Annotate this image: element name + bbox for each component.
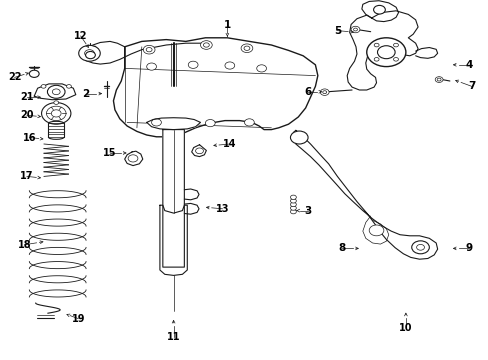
Circle shape bbox=[393, 58, 398, 61]
Circle shape bbox=[290, 202, 296, 207]
Text: 10: 10 bbox=[398, 323, 412, 333]
Circle shape bbox=[290, 131, 307, 144]
Circle shape bbox=[85, 51, 95, 59]
Circle shape bbox=[195, 148, 203, 154]
Circle shape bbox=[41, 85, 46, 88]
Circle shape bbox=[54, 101, 59, 104]
Circle shape bbox=[350, 26, 359, 33]
Text: 22: 22 bbox=[8, 72, 21, 82]
Text: 1: 1 bbox=[224, 20, 230, 30]
Text: 3: 3 bbox=[304, 206, 311, 216]
Circle shape bbox=[322, 91, 326, 94]
Polygon shape bbox=[113, 38, 317, 137]
Text: 19: 19 bbox=[71, 314, 85, 324]
Text: 21: 21 bbox=[20, 92, 34, 102]
Text: 18: 18 bbox=[18, 240, 31, 250]
Circle shape bbox=[188, 61, 198, 68]
Text: 8: 8 bbox=[338, 243, 345, 253]
Text: 14: 14 bbox=[223, 139, 236, 149]
Circle shape bbox=[146, 63, 156, 70]
Circle shape bbox=[151, 119, 161, 126]
Circle shape bbox=[290, 195, 296, 199]
Circle shape bbox=[203, 43, 209, 47]
Circle shape bbox=[29, 70, 39, 77]
Polygon shape bbox=[346, 11, 417, 90]
Circle shape bbox=[393, 43, 398, 47]
Text: 9: 9 bbox=[465, 243, 472, 253]
Text: 15: 15 bbox=[103, 148, 117, 158]
Circle shape bbox=[366, 38, 405, 67]
Circle shape bbox=[290, 210, 296, 214]
Circle shape bbox=[224, 62, 234, 69]
Circle shape bbox=[200, 41, 212, 49]
Circle shape bbox=[51, 110, 61, 117]
Text: 13: 13 bbox=[215, 204, 229, 214]
Text: 12: 12 bbox=[74, 31, 87, 41]
Text: 2: 2 bbox=[82, 89, 89, 99]
Circle shape bbox=[434, 77, 442, 82]
Circle shape bbox=[205, 120, 215, 127]
Circle shape bbox=[66, 85, 71, 88]
Circle shape bbox=[84, 50, 94, 57]
Circle shape bbox=[244, 119, 254, 126]
Text: 17: 17 bbox=[20, 171, 34, 181]
Polygon shape bbox=[146, 118, 200, 130]
Circle shape bbox=[290, 206, 296, 210]
Text: 20: 20 bbox=[20, 110, 34, 120]
Polygon shape bbox=[160, 205, 187, 275]
Circle shape bbox=[241, 44, 252, 53]
Circle shape bbox=[52, 89, 60, 95]
Circle shape bbox=[373, 43, 378, 47]
Polygon shape bbox=[163, 130, 184, 213]
Text: 6: 6 bbox=[304, 87, 311, 97]
Circle shape bbox=[373, 58, 378, 61]
Text: 5: 5 bbox=[333, 26, 340, 36]
Circle shape bbox=[41, 103, 71, 124]
Circle shape bbox=[290, 199, 296, 203]
Circle shape bbox=[368, 225, 383, 236]
Circle shape bbox=[128, 155, 138, 162]
Circle shape bbox=[79, 45, 100, 61]
Polygon shape bbox=[293, 130, 437, 259]
Circle shape bbox=[320, 89, 328, 95]
Text: 7: 7 bbox=[467, 81, 475, 91]
Polygon shape bbox=[361, 1, 398, 22]
Circle shape bbox=[47, 85, 65, 98]
Text: 11: 11 bbox=[166, 332, 180, 342]
Circle shape bbox=[411, 241, 428, 254]
Circle shape bbox=[373, 5, 385, 14]
Circle shape bbox=[146, 48, 152, 52]
Text: 4: 4 bbox=[465, 60, 472, 70]
Circle shape bbox=[416, 244, 424, 250]
Circle shape bbox=[377, 46, 394, 59]
Text: 16: 16 bbox=[22, 132, 36, 143]
Circle shape bbox=[143, 45, 155, 54]
Circle shape bbox=[46, 106, 66, 121]
Circle shape bbox=[436, 78, 440, 81]
Polygon shape bbox=[34, 84, 76, 100]
Circle shape bbox=[353, 28, 357, 31]
Circle shape bbox=[256, 65, 266, 72]
Circle shape bbox=[244, 46, 249, 50]
